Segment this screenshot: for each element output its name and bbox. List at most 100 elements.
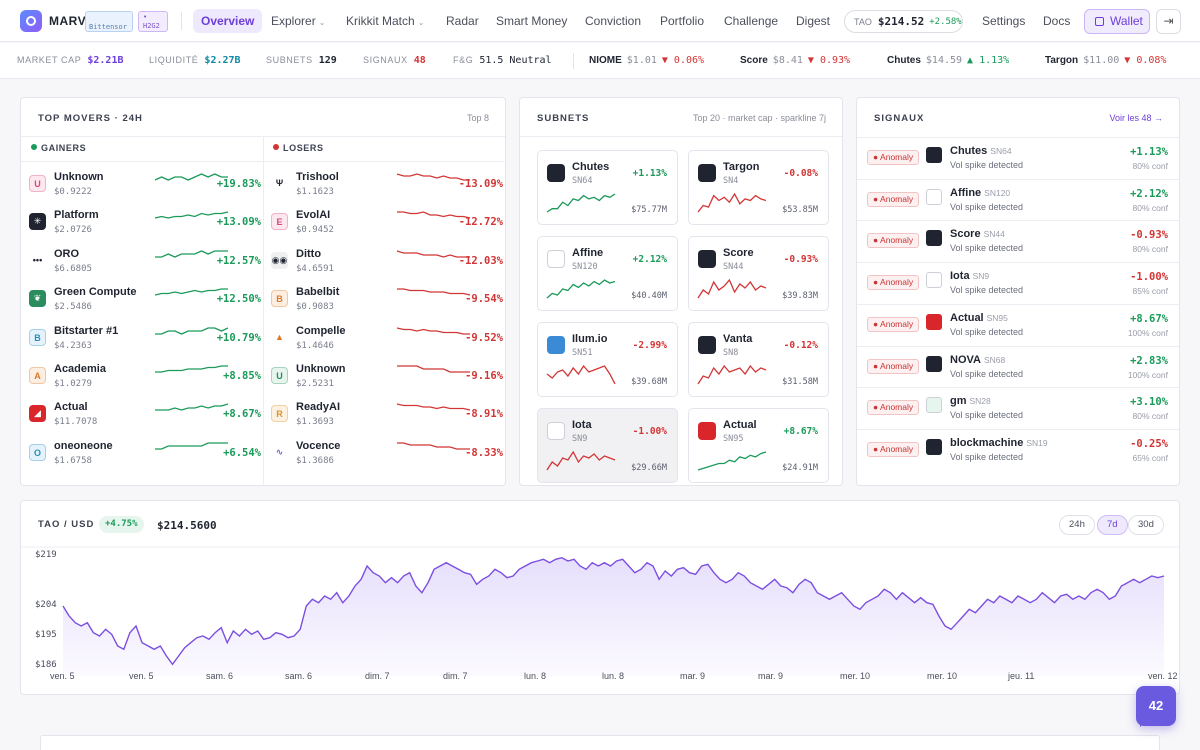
mover-row[interactable]: U Unknown $2.5231 -9.16% <box>271 363 503 401</box>
signal-row[interactable]: ● Anomaly Iota SN9 Vol spike detected -1.00%… <box>857 262 1179 304</box>
mover-row[interactable]: ∿ Vocence $1.3686 -8.33% <box>271 440 503 478</box>
affine-icon <box>547 250 565 268</box>
score-icon <box>698 250 716 268</box>
anomaly-badge: ● Anomaly <box>867 400 920 416</box>
subnet-icon: ◉◉ <box>271 251 288 269</box>
sparkline-line <box>155 442 228 450</box>
signal-row[interactable]: ● Anomaly NOVA SN68 Vol spike detected +2.83… <box>857 345 1179 388</box>
mover-change: -12.03% <box>458 254 503 267</box>
nav-digest[interactable]: Digest <box>796 14 831 28</box>
nav-krikkit-match[interactable]: Krikkit Match ⌄ <box>338 9 432 33</box>
wallet-button[interactable]: Wallet <box>1084 9 1150 34</box>
mover-row[interactable]: ✳ Platform $2.0726 +13.09% <box>29 209 261 247</box>
subnet-card[interactable]: Score SN44 -0.93% $39.83M <box>688 236 829 311</box>
signal-subnet-id: SN68 <box>983 354 1006 365</box>
tao-change: +2.58% <box>929 16 962 27</box>
subnet-card[interactable]: Actual SN95 +8.67% $24.91M <box>688 408 829 483</box>
mover-row[interactable]: E EvolAI $0.9452 -12.72% <box>271 209 503 247</box>
mover-change: -12.72% <box>458 216 503 229</box>
price-area-chart[interactable] <box>21 546 1179 676</box>
nav-docs[interactable]: Docs <box>1043 14 1071 28</box>
anomaly-badge: ● Anomaly <box>867 358 920 374</box>
subnet-market-cap: $29.66M <box>631 463 667 473</box>
range-7d-button[interactable]: 7d <box>1097 515 1128 535</box>
subnet-card[interactable]: Iota SN9 -1.00% $29.66M <box>537 408 678 483</box>
mover-row[interactable]: B Babelbit $0.9083 -9.54% <box>271 286 503 324</box>
range-24h-button[interactable]: 24h <box>1059 515 1095 535</box>
tao-price-pill[interactable]: TAO $214.52 +2.58% <box>844 10 963 33</box>
nav-challenge[interactable]: Challenge <box>724 14 779 28</box>
mover-row[interactable]: ▲ Compelle $1.4646 -9.52% <box>271 325 503 363</box>
x-tick-label: sam. 6 <box>206 671 234 681</box>
mover-name: ReadyAI <box>296 401 341 414</box>
chevron-down-icon: ⌄ <box>318 18 326 27</box>
subnet-id: SN9 <box>572 434 588 444</box>
mover-row[interactable]: A Academia $1.0279 +8.85% <box>29 363 261 401</box>
subnet-change: +2.12% <box>632 254 667 265</box>
nav-portfolio[interactable]: Portfolio <box>660 14 705 28</box>
signal-description: Vol spike detected <box>950 201 1024 212</box>
subnet-icon: U <box>271 367 288 384</box>
x-tick-label: sam. 6 <box>285 671 313 681</box>
nav-explorer[interactable]: Explorer ⌄ <box>263 9 333 33</box>
sparkline-line <box>546 193 616 213</box>
chart-change-badge: +4.75% <box>99 516 144 533</box>
ticker-name: Chutes <box>887 55 921 66</box>
subnet-name: Targon <box>723 161 760 173</box>
ticker-price: $1.01 <box>626 55 657 66</box>
subnet-card[interactable]: Chutes SN64 +1.13% $75.77M <box>537 150 678 225</box>
subnet-card[interactable]: Vanta SN8 -0.12% $31.58M <box>688 322 829 397</box>
ticker-item[interactable]: NIOME $1.01 ▼ 0.06% <box>589 55 704 66</box>
x-tick-label: ven. 5 <box>129 671 154 681</box>
anomaly-label: Anomaly <box>880 193 914 204</box>
mover-change: -8.33% <box>465 446 503 459</box>
mover-row[interactable]: ••• ORO $6.6805 +12.57% <box>29 248 261 286</box>
mover-row[interactable]: R ReadyAI $1.3693 -8.91% <box>271 401 503 439</box>
signal-row[interactable]: ● Anomaly gm SN28 Vol spike detected +3.10% 8… <box>857 387 1179 429</box>
sparkline-line <box>396 326 470 335</box>
ticker-item[interactable]: Chutes $14.59 ▲ 1.13% <box>887 55 1009 66</box>
nav-smart-money[interactable]: Smart Money <box>496 14 568 28</box>
mover-row[interactable]: U Unknown $0.9222 +19.83% <box>29 171 261 209</box>
nav-radar[interactable]: Radar <box>446 14 479 28</box>
signal-row[interactable]: ● Anomaly Score SN44 Vol spike detected -0.9… <box>857 220 1179 262</box>
ticker-item[interactable]: Targon $11.00 ▼ 0.08% <box>1045 55 1166 66</box>
mover-row[interactable]: ❦ Green Compute $2.5486 +12.50% <box>29 286 261 324</box>
signal-row[interactable]: ● Anomaly blockmachine SN19 Vol spike detec… <box>857 428 1179 471</box>
targon-icon <box>698 164 716 182</box>
see-all-signals-link[interactable]: Voir les 48 → <box>1109 113 1163 123</box>
subnet-card[interactable]: Affine SN120 +2.12% $40.40M <box>537 236 678 311</box>
nav-settings[interactable]: Settings <box>982 14 1026 28</box>
marvin-logo-icon[interactable] <box>20 10 42 32</box>
chart-title: TAO / USD <box>38 519 95 530</box>
subnet-market-cap: $24.91M <box>782 463 818 473</box>
mover-row[interactable]: B Bitstarter #1 $4.2363 +10.79% <box>29 325 261 363</box>
signal-name: Score SN44 <box>950 228 1005 240</box>
signal-name-text: Iota <box>950 270 970 283</box>
subnet-market-cap: $31.58M <box>782 377 818 387</box>
sparkline-line <box>546 451 616 471</box>
subnet-market-cap: $39.83M <box>782 291 818 301</box>
logout-button[interactable]: ⇥ <box>1156 9 1181 34</box>
losers-header: LOSERS <box>273 143 324 153</box>
nav-conviction[interactable]: Conviction <box>585 14 642 28</box>
mover-row[interactable]: Ψ Trishool $1.1623 -13.09% <box>271 171 503 209</box>
ticker-item[interactable]: Score $8.41 ▼ 0.93% <box>740 55 850 66</box>
signal-row[interactable]: ● Anomaly Actual SN95 Vol spike detected +8.… <box>857 303 1179 346</box>
mover-name: oneoneone <box>54 439 113 452</box>
subnet-card[interactable]: Ilum.io SN51 -2.99% $39.68M <box>537 322 678 397</box>
signal-row[interactable]: ● Anomaly Affine SN120 Vol spike detected +2… <box>857 178 1179 221</box>
nav-overview[interactable]: Overview <box>193 9 263 33</box>
y-tick-label: $219 <box>35 550 57 560</box>
subnet-change: +8.67% <box>783 426 818 437</box>
subnet-card[interactable]: Targon SN4 -0.08% $53.85M <box>688 150 829 225</box>
wallet-label: Wallet <box>1110 14 1143 28</box>
mover-row[interactable]: ◉◉ Ditto $4.6591 -12.03% <box>271 248 503 286</box>
mover-row[interactable]: ◢ Actual $11.7078 +8.67% <box>29 401 261 439</box>
nav-krikkit-label: Krikkit Match <box>346 14 415 28</box>
range-30d-button[interactable]: 30d <box>1128 515 1164 535</box>
mover-price: $6.6805 <box>54 263 92 274</box>
signal-row[interactable]: ● Anomaly Chutes SN64 Vol spike detected +1.… <box>857 137 1179 179</box>
gainers-header: GAINERS <box>31 143 86 153</box>
